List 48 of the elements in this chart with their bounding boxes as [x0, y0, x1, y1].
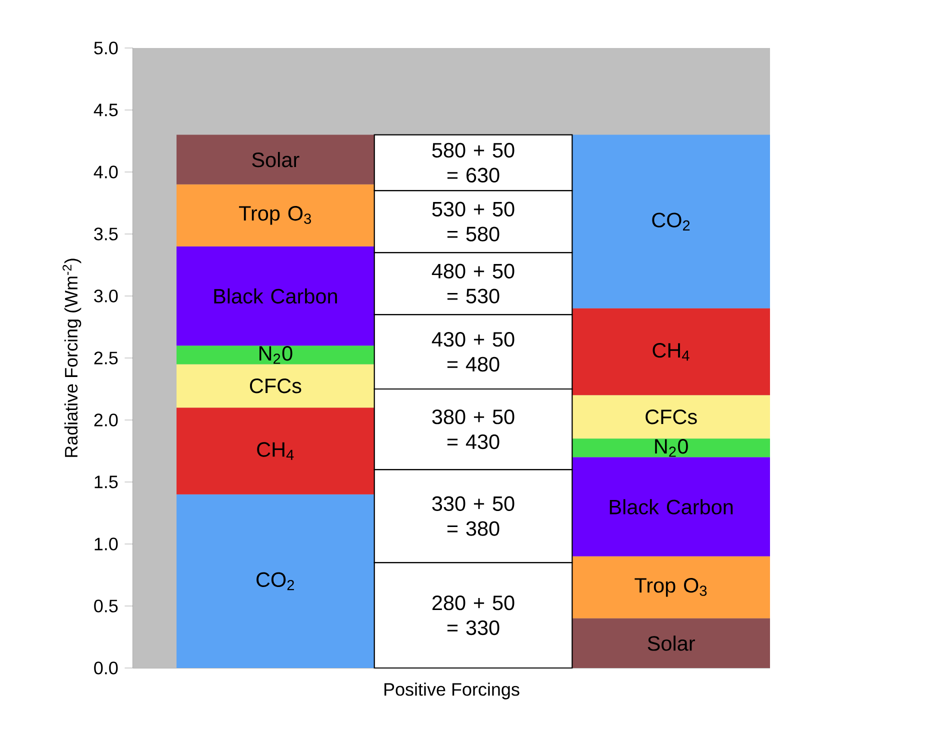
y-tick-label: 1.0	[94, 538, 118, 550]
series-label: 330 + 50 = 380	[432, 496, 514, 536]
series-label: Trop O$_{3}$	[239, 206, 311, 225]
y-tick-label: 5.0	[94, 42, 118, 54]
bar	[572, 395, 770, 439]
y-tick-label: 4.5	[94, 104, 118, 116]
series-label: 280 + 50 = 330	[432, 595, 514, 636]
series-label: 530 + 50 = 580	[432, 202, 514, 242]
series-label: Solar	[252, 152, 300, 168]
series-label: 480 + 50 = 530	[432, 264, 514, 304]
bar	[176, 134, 374, 184]
series-label: Black Carbon	[214, 288, 337, 304]
bar	[572, 618, 770, 668]
text: Black Carbon	[610, 499, 733, 514]
bar	[176, 246, 374, 346]
series-label: 430 + 50 = 480	[432, 332, 514, 372]
y-tick-label: 2.0	[94, 414, 118, 426]
y-axis-title: Radiative Forcing (Wm$^{-2}$)	[62, 258, 82, 457]
y-tick-label: 3.5	[94, 228, 118, 240]
x-axis-title: Positive Forcings	[384, 682, 520, 700]
bar	[176, 184, 374, 246]
text: N$_{2}$0	[655, 439, 688, 457]
bar	[572, 134, 770, 308]
series-label: 380 + 50 = 430	[432, 409, 514, 450]
bar	[572, 457, 770, 556]
text: CO$_{2}$	[652, 212, 690, 230]
y-tick-label: 4.0	[94, 166, 118, 178]
series-label: CH$_{4}$	[257, 442, 294, 460]
series-label: CO$_{2}$	[256, 572, 294, 590]
text: CH$_{4}$	[652, 342, 690, 361]
y-tick-label: 0.0	[94, 662, 118, 674]
series-label: 580 + 50 = 630	[432, 142, 514, 182]
y-tick-label: 0.5	[94, 600, 118, 612]
y-tick-label: 2.5	[94, 352, 118, 364]
bar	[176, 364, 374, 408]
text: CFCs	[646, 410, 697, 424]
bar	[572, 308, 770, 396]
y-tick-label: 1.5	[94, 476, 118, 488]
text: Trop O$_{3}$	[634, 578, 707, 597]
series-label: N$_{2}$0	[259, 346, 292, 364]
y-tick-label: 3.0	[94, 290, 118, 302]
series-label: CFCs	[250, 378, 302, 394]
bar	[176, 494, 374, 668]
bar	[176, 346, 374, 364]
bar	[572, 556, 770, 618]
bar	[176, 408, 374, 494]
text: Solar	[648, 636, 695, 651]
bar	[572, 438, 770, 458]
